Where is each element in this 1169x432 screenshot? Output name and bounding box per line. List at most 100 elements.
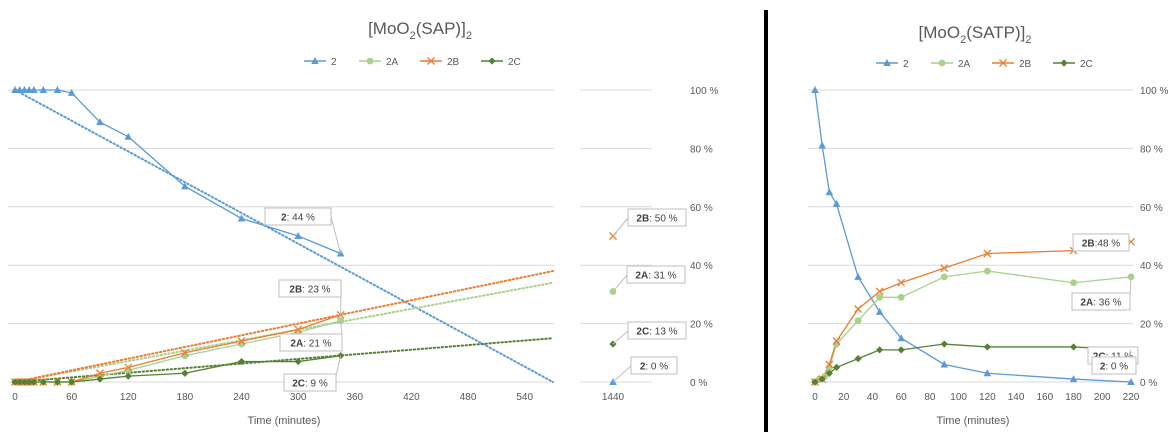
x-tick-label: 40 [867,392,879,403]
legend-label: 2 [903,59,909,70]
y-tick-label: 60 % [690,203,713,214]
legend-label: 2A [958,59,971,70]
callout-box [630,356,678,375]
callout-box [626,265,686,284]
right-x-axis-label: Time (minutes) [937,415,1010,427]
data-point-2 [825,188,834,196]
callout-text: 2: 44 % [281,213,315,224]
callout-text: 2A: 31 % [635,271,676,282]
legend-item-2: 2 [876,59,909,70]
data-point-2c [11,378,19,386]
x-tick-label: 20 [838,392,850,403]
left-chart-title: [MoO2(SAP)]2 [368,19,472,42]
data-point-2 [181,182,189,190]
x-tick-label: 420 [403,392,420,403]
y-tick-label: 20 % [690,320,713,331]
data-point-2a [876,293,884,301]
callout-text: 2B:48 % [1082,239,1120,250]
legend-item-2c: 2C [1053,59,1093,70]
data-point-2c [854,355,862,363]
data-point-2b [983,249,992,258]
right-chart-title: [MoO2(SATP)]2 [919,23,1032,46]
data-point-2c [53,378,62,386]
data-point-2c [811,378,819,386]
data-point-2b [95,369,104,378]
data-point-2c [96,375,104,383]
callout-leader [612,217,629,237]
left-markers [11,86,617,386]
legend-marker [311,57,319,64]
data-point-2 [818,141,826,149]
x-tick-label: 140 [1008,392,1025,403]
callout-2c-end: 2C: 9 % [283,373,337,392]
left-x-tick-labels: 0 60 120 180 240 300 360 420 480 540 1440 [12,392,624,403]
x-tick-label: 220 [1123,392,1140,403]
callout-text: 2C: 13 % [636,327,677,338]
x-tick-label: 100 [950,392,967,403]
data-point-2c [68,378,76,386]
legend-marker [366,57,374,65]
legend-item-2a: 2A [359,57,399,68]
data-point-2c [876,346,884,354]
legend-item-2c: 2C [481,57,521,68]
data-point-2c [818,375,826,383]
y-tick-label: 80 % [690,144,713,155]
callout-2a-end: 2A: 36 % [1071,292,1131,311]
data-point-2 [294,232,302,239]
trendline-2b [14,270,554,383]
data-point-2b [180,348,189,357]
legend-label: 2 [331,57,337,68]
callout-box [627,208,687,227]
x-tick-label: 300 [290,392,307,403]
right-legend: 2 2A 2B 2C [876,59,1093,70]
callout-leader [340,320,343,337]
data-point-2 [983,369,992,377]
data-point-2c [30,378,38,386]
y-tick-label: 40 % [690,261,713,272]
callout-leader [612,365,632,383]
left-y-tick-labels: 0 % 20 % 40 % 60 % 80 % 100 % [690,86,718,389]
callout-box [1091,356,1137,375]
x-tick-label: 120 [120,392,137,403]
legend-label: 2A [386,57,399,68]
y-tick-label: 100 % [1140,86,1168,97]
data-point-2 [237,214,246,222]
data-point-2 [854,272,862,280]
callout-text: 2B: 50 % [636,214,677,225]
data-point-2b [832,337,841,346]
y-tick-label: 80 % [1140,144,1163,155]
legend-label: 2C [508,57,521,68]
callout-leader [330,216,342,254]
y-tick-label: 100 % [690,86,718,97]
data-point-2c [237,357,246,366]
callout-2b-end: 2B:48 % [1072,233,1130,252]
data-point-2c [16,378,24,386]
legend-item-2b: 2B [992,59,1032,70]
data-point-2b [237,337,246,346]
callout-text: 2A: 21 % [290,339,331,350]
callout-2-break: 2: 0 % [630,356,678,375]
data-point-2a [897,293,905,301]
right-y-tick-labels: 0 % 20 % 40 % 60 % 80 % 100 % [1140,86,1168,389]
legend-item-2b: 2B [420,57,460,68]
legend-label: 2B [1019,59,1032,70]
legend-item-2a: 2A [931,59,971,70]
y-tick-label: 40 % [1140,261,1163,272]
right-markers [811,86,1135,386]
data-point-2b [875,287,884,296]
callout-2-end: 2: 0 % [1091,356,1137,375]
data-point-2 [897,334,905,342]
data-point-2c [983,343,991,351]
callout-text: 2B: 23 % [289,285,330,296]
data-point-2 [96,118,104,126]
x-tick-label: 180 [1065,392,1082,403]
right-chart: [MoO2(SATP)]2 2 2A 2B 2C 0 20 40 60 80 100 120 140… [808,23,1168,427]
data-point-2c [20,378,29,386]
callout-2a-end: 2A: 21 % [279,333,343,352]
callout-leader [1129,276,1132,297]
data-point-2 [124,132,133,140]
data-point-2c [25,378,33,386]
series-line-2c [814,343,1132,383]
data-point-2b [294,325,303,334]
data-point-2b [897,278,906,287]
